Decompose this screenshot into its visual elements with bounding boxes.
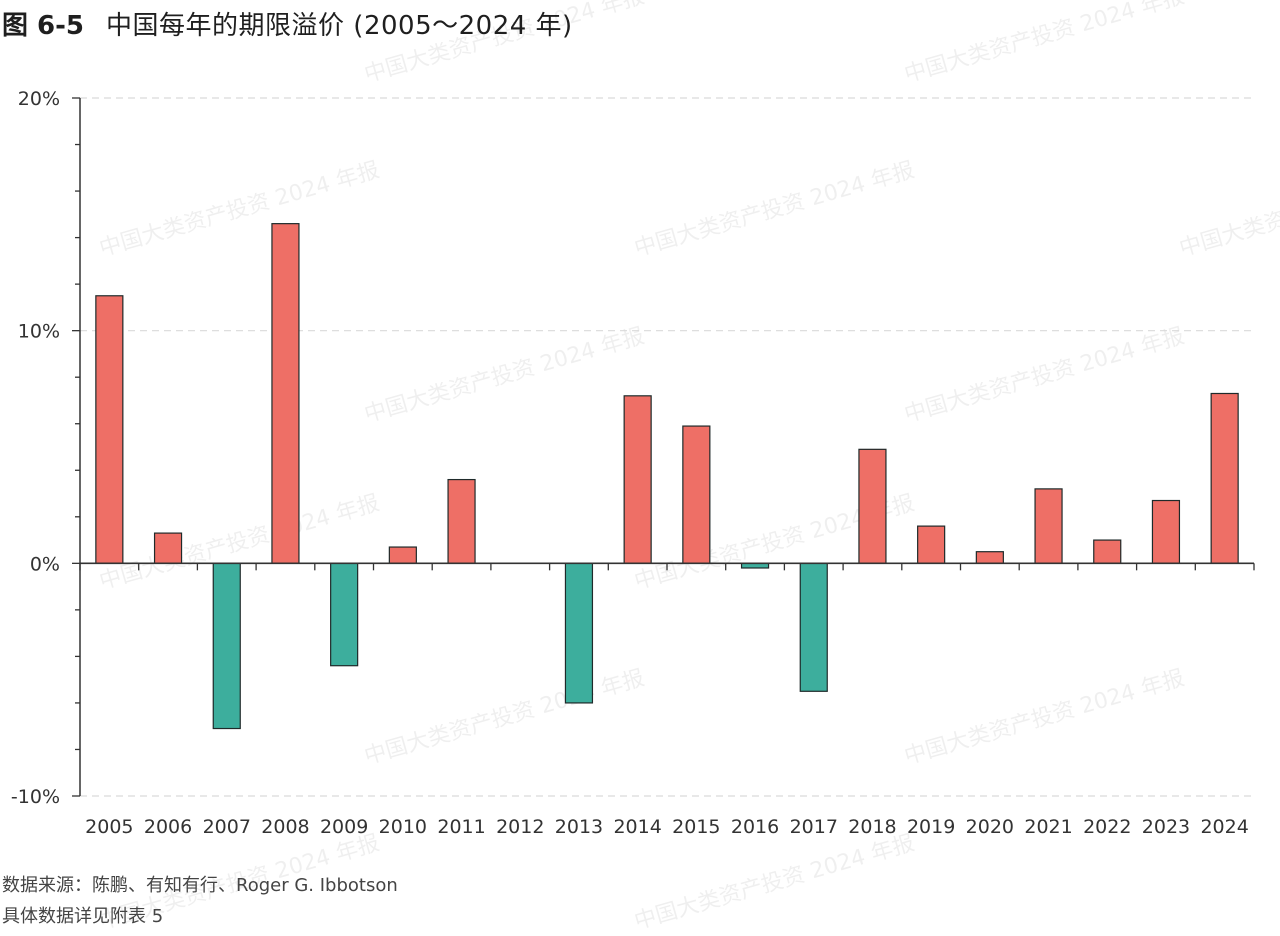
data-note: 具体数据详见附表 5 <box>2 906 164 927</box>
x-tick-label: 2015 <box>672 816 720 838</box>
axes <box>72 97 1255 797</box>
x-tick-label: 2023 <box>1142 816 1190 838</box>
bar-2005 <box>95 295 124 564</box>
y-tick-label: -10% <box>11 786 60 808</box>
x-tick-label: 2019 <box>907 816 955 838</box>
x-tick-label: 2016 <box>731 816 779 838</box>
x-tick-label: 2012 <box>496 816 544 838</box>
x-tick-label: 2024 <box>1200 816 1248 838</box>
bar-2022 <box>1093 539 1122 564</box>
figure-label: 图 6-5 <box>2 11 85 41</box>
bar-2014 <box>623 395 652 564</box>
y-tick-label: 10% <box>18 321 60 343</box>
x-tick-label: 2021 <box>1024 816 1072 838</box>
x-tick-label: 2010 <box>379 816 427 838</box>
x-tick-label: 2008 <box>261 816 309 838</box>
bar-2006 <box>153 532 183 564</box>
figure-title: 中国每年的期限溢价 (2005～2024 年) <box>106 11 573 41</box>
x-tick-label: 2011 <box>437 816 485 838</box>
bar-2018 <box>858 448 887 564</box>
x-tick-label: 2009 <box>320 816 368 838</box>
bar-chart: -10% 0% 10% 20% 2005 2006 2007 2008 2009 2010 2011… <box>11 88 1255 838</box>
x-tick-label: 2017 <box>790 816 838 838</box>
y-tick-label: 0% <box>30 553 60 575</box>
chart-title: 图 6-5 中国每年的期限溢价 (2005～2024 年) <box>2 6 573 46</box>
bar-2008 <box>271 223 300 564</box>
x-tick-label: 2014 <box>613 816 661 838</box>
bars <box>95 223 1239 730</box>
x-tick-label: 2020 <box>966 816 1014 838</box>
bar-2024 <box>1210 392 1239 564</box>
x-tick-label: 2013 <box>555 816 603 838</box>
x-tick-label: 2007 <box>203 816 251 838</box>
bar-2020 <box>975 551 1004 564</box>
bar-2015 <box>682 425 711 564</box>
tick-labels: -10% 0% 10% 20% 2005 2006 2007 2008 2009 2010 2011… <box>11 88 1249 838</box>
bar-2023 <box>1151 499 1181 564</box>
bar-2009 <box>330 562 359 667</box>
x-tick-label: 2018 <box>848 816 896 838</box>
y-tick-label: 20% <box>18 88 60 110</box>
source-note: 数据来源：陈鹏、有知有行、Roger G. Ibbotson <box>2 875 398 896</box>
bar-2019 <box>917 525 946 564</box>
bar-2013 <box>564 562 594 704</box>
gridlines <box>80 97 1254 797</box>
bar-2007 <box>212 562 241 730</box>
bar-2011 <box>447 478 476 564</box>
bar-2010 <box>388 546 417 564</box>
x-tick-label: 2005 <box>85 816 133 838</box>
bar-2017 <box>799 562 828 692</box>
bar-2021 <box>1034 488 1063 564</box>
x-tick-label: 2022 <box>1083 816 1131 838</box>
x-tick-label: 2006 <box>144 816 192 838</box>
